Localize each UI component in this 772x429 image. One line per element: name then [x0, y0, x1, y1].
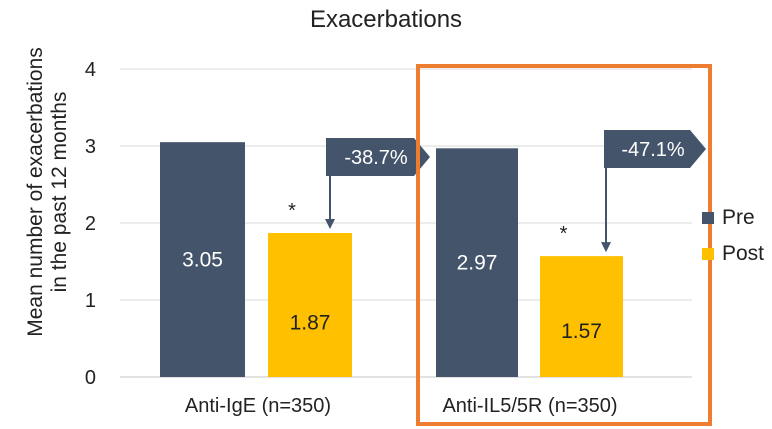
change-label-1: -47.1% [621, 139, 685, 161]
data-label-post-1: 1.57 [561, 320, 602, 343]
y-tick-label-2: 2 [85, 213, 96, 235]
change-callout-0 [326, 138, 430, 176]
legend-item-post: Post [702, 241, 764, 267]
change-arrow-head-1 [601, 242, 611, 253]
chart-title: Exacerbations [309, 6, 463, 33]
y-tick-label-3: 3 [85, 136, 96, 158]
change-label-0: -38.7% [344, 147, 408, 169]
y-tick-label-1: 1 [85, 290, 96, 312]
bar-pre-0 [160, 142, 245, 377]
bar-pre-1 [436, 148, 518, 377]
y-tick-label-4: 4 [85, 59, 96, 81]
highlight-box [416, 64, 712, 426]
legend-swatch-pre [702, 212, 714, 224]
legend-item-pre: Pre [702, 205, 764, 231]
x-tick-label-0: Anti-IgE (n=350) [185, 395, 331, 417]
y-tick-label-0: 0 [85, 367, 96, 389]
significance-marker-0: * [288, 200, 296, 222]
x-tick-label-1: Anti-IL5/5R (n=350) [442, 395, 617, 417]
legend-label-post: Post [722, 242, 765, 265]
legend-swatch-post [702, 248, 714, 260]
legend: Pre Post [702, 205, 764, 277]
legend-label-pre: Pre [722, 206, 755, 229]
bar-post-1 [540, 256, 623, 377]
change-arrow-head-0 [325, 219, 335, 230]
data-label-pre-0: 3.05 [182, 249, 223, 272]
data-label-post-0: 1.87 [290, 311, 331, 334]
bar-post-0 [268, 233, 352, 377]
change-callout-1 [604, 130, 706, 168]
data-label-pre-1: 2.97 [457, 252, 498, 275]
significance-marker-1: * [560, 223, 568, 245]
